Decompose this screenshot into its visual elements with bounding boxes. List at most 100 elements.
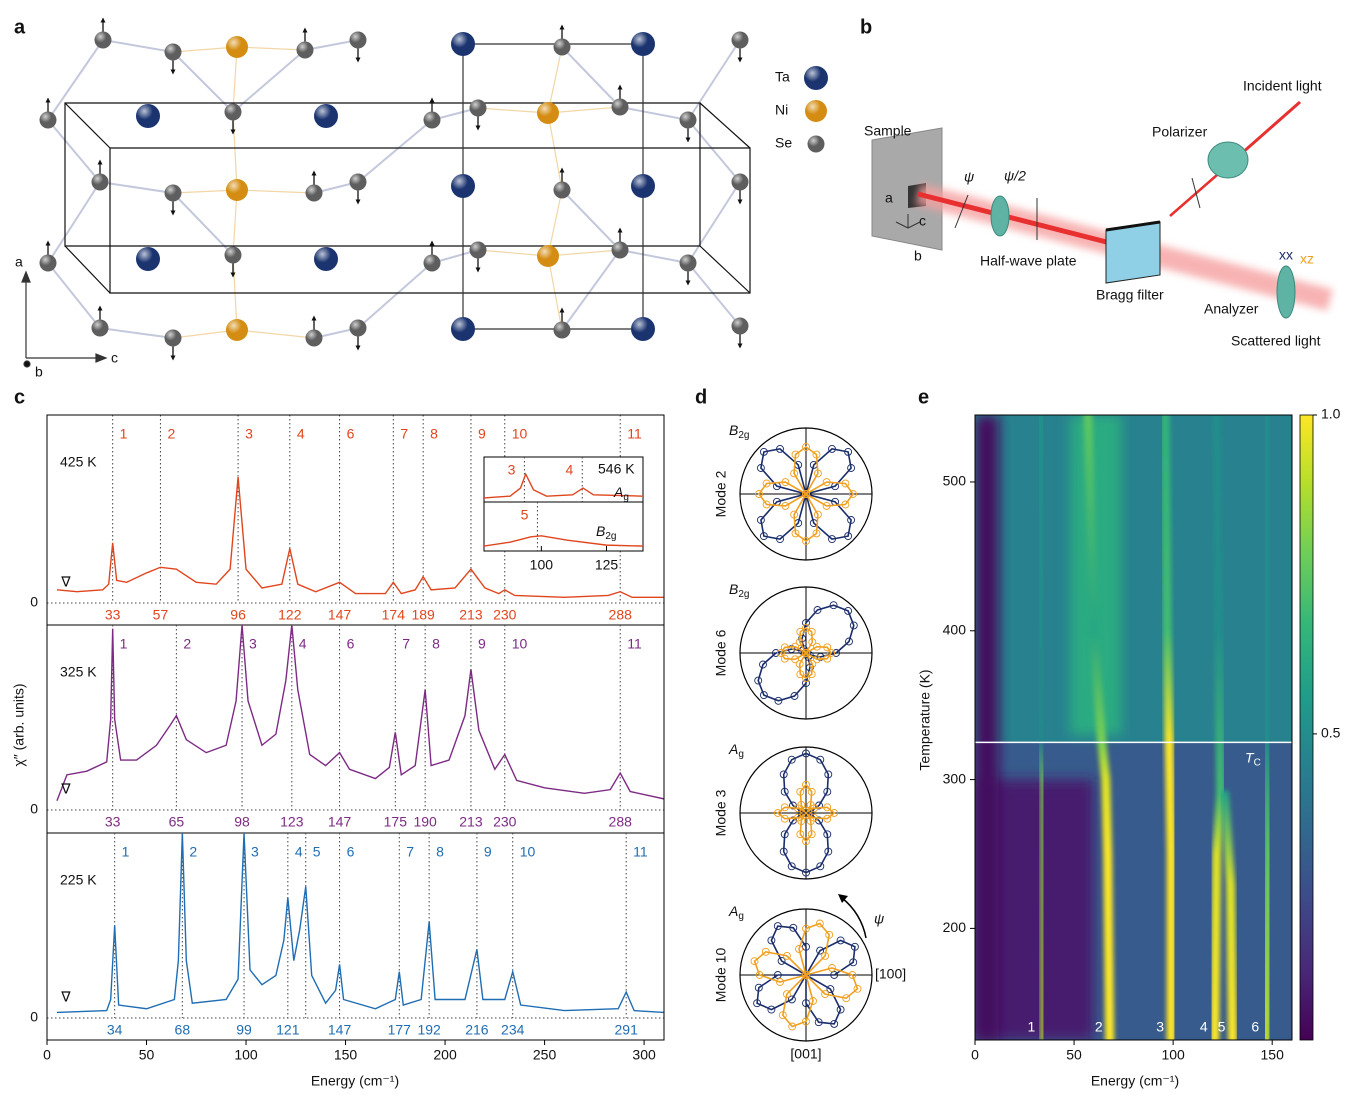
atom-shine [554, 322, 571, 339]
mode-label: 8 [430, 426, 438, 442]
peak-position-label: 65 [169, 814, 185, 830]
arrowhead [303, 28, 308, 33]
bond [48, 263, 100, 328]
mode-label: 5 [521, 507, 529, 523]
setup-label: b [914, 248, 922, 264]
mode-label: 8 [436, 844, 444, 860]
setup-label: Half-wave plate [980, 253, 1077, 269]
atom-shine [95, 32, 112, 49]
bond [48, 40, 103, 120]
mode-streak [1266, 415, 1268, 1040]
mode-label: 2 [167, 426, 175, 442]
y-tick-label: 400 [943, 621, 967, 637]
atom-shine [165, 44, 182, 61]
polar-axis-label: [001] [790, 1046, 821, 1062]
peak-position-label: 190 [413, 814, 437, 830]
polar-axis-label: [100] [875, 966, 906, 982]
panel-label: d [695, 386, 707, 408]
mode-label: 6 [1251, 1019, 1259, 1035]
peak-position-label: 147 [328, 607, 352, 623]
peak-position-label: 291 [615, 1022, 639, 1038]
symmetry-label-sub: 2g [738, 589, 749, 600]
arrowhead [560, 308, 565, 313]
x-tick-label: 50 [1066, 1047, 1082, 1063]
arrowhead [618, 85, 623, 90]
peak-position-label: 230 [493, 814, 517, 830]
peak-position-label: 122 [278, 607, 302, 623]
bond [688, 263, 740, 326]
atom-shine [808, 136, 825, 153]
symmetry-label-sub: g [623, 492, 629, 503]
y-tick-label: 200 [943, 919, 967, 935]
mode-label: 7 [400, 426, 408, 442]
atom-shine [805, 100, 827, 122]
setup-label: a [885, 190, 893, 206]
arrowhead [98, 160, 103, 165]
bond [48, 182, 100, 263]
peak-position-label: 68 [175, 1022, 191, 1038]
x-tick-label: 0 [43, 1047, 51, 1063]
atom-shine [350, 32, 367, 49]
peak-position-label: 123 [280, 814, 304, 830]
peak-position-label: 234 [501, 1022, 525, 1038]
atom-shine [680, 255, 697, 272]
intensity-region [975, 415, 1292, 742]
spectrum [57, 625, 664, 801]
setup-label: xx [1279, 247, 1293, 263]
intensity-region [975, 415, 999, 1040]
bond [620, 250, 688, 263]
arrowhead [560, 25, 565, 30]
colorbar-tick-label: 1.0 [1321, 406, 1341, 422]
atom-shine [732, 32, 749, 49]
atom-shine [92, 174, 109, 191]
y-axis-title: χ″ (arb. units) [11, 683, 27, 766]
peak-position-label: 96 [230, 607, 246, 623]
x-tick-label: 100 [1161, 1047, 1185, 1063]
peak-position-label: 98 [234, 814, 250, 830]
mode-label: 3 [249, 636, 257, 652]
y-tick-label: 300 [943, 770, 967, 786]
mode-streak [1215, 415, 1221, 1040]
setup [872, 102, 1330, 318]
mode-label: 1 [122, 844, 130, 860]
peak-position-label: 189 [411, 607, 435, 623]
symmetry-label: Ag [728, 741, 744, 760]
mode-label: 10 [520, 844, 536, 860]
polar-angle-label: ψ [874, 911, 884, 927]
atom-shine [732, 318, 749, 335]
bond [688, 182, 740, 263]
bond [358, 120, 432, 182]
atom-shine [554, 39, 571, 56]
symmetry-label-main: A [728, 903, 738, 919]
peak-position-label: 192 [417, 1022, 441, 1038]
symmetry-label-sub: g [738, 749, 744, 760]
arrowhead [312, 316, 317, 321]
mode-label: 2 [183, 636, 191, 652]
arrowhead [686, 138, 691, 143]
peak-position-label: 34 [107, 1022, 123, 1038]
arrowhead [96, 354, 106, 362]
x-tick-label: 300 [632, 1047, 656, 1063]
temperature-label: 225 K [60, 872, 97, 888]
atom-shine [350, 320, 367, 337]
arrowhead [231, 130, 236, 135]
atom-shine [350, 174, 367, 191]
atom-shine [306, 330, 323, 347]
mode-label: 5 [1218, 1019, 1226, 1035]
mode-label: 8 [432, 636, 440, 652]
unit-cell-edge [700, 103, 750, 148]
peak-position-label: 147 [328, 814, 352, 830]
peak-position-label: 147 [328, 1022, 352, 1038]
peak-position-label: 175 [384, 814, 408, 830]
x-tick-label: 150 [1261, 1047, 1285, 1063]
atom-shine [92, 320, 109, 337]
arrowhead [738, 200, 743, 205]
symmetry-label: Ag [728, 903, 744, 922]
arrowhead [46, 98, 51, 103]
mode-label: 10 [512, 636, 528, 652]
mode-label: 3 [508, 462, 516, 478]
tc-label-sub: C [1254, 757, 1261, 768]
mode-label: 1 [1027, 1019, 1035, 1035]
symmetry-label-sub: 2g [738, 430, 749, 441]
symmetry-label-main: A [613, 484, 623, 500]
